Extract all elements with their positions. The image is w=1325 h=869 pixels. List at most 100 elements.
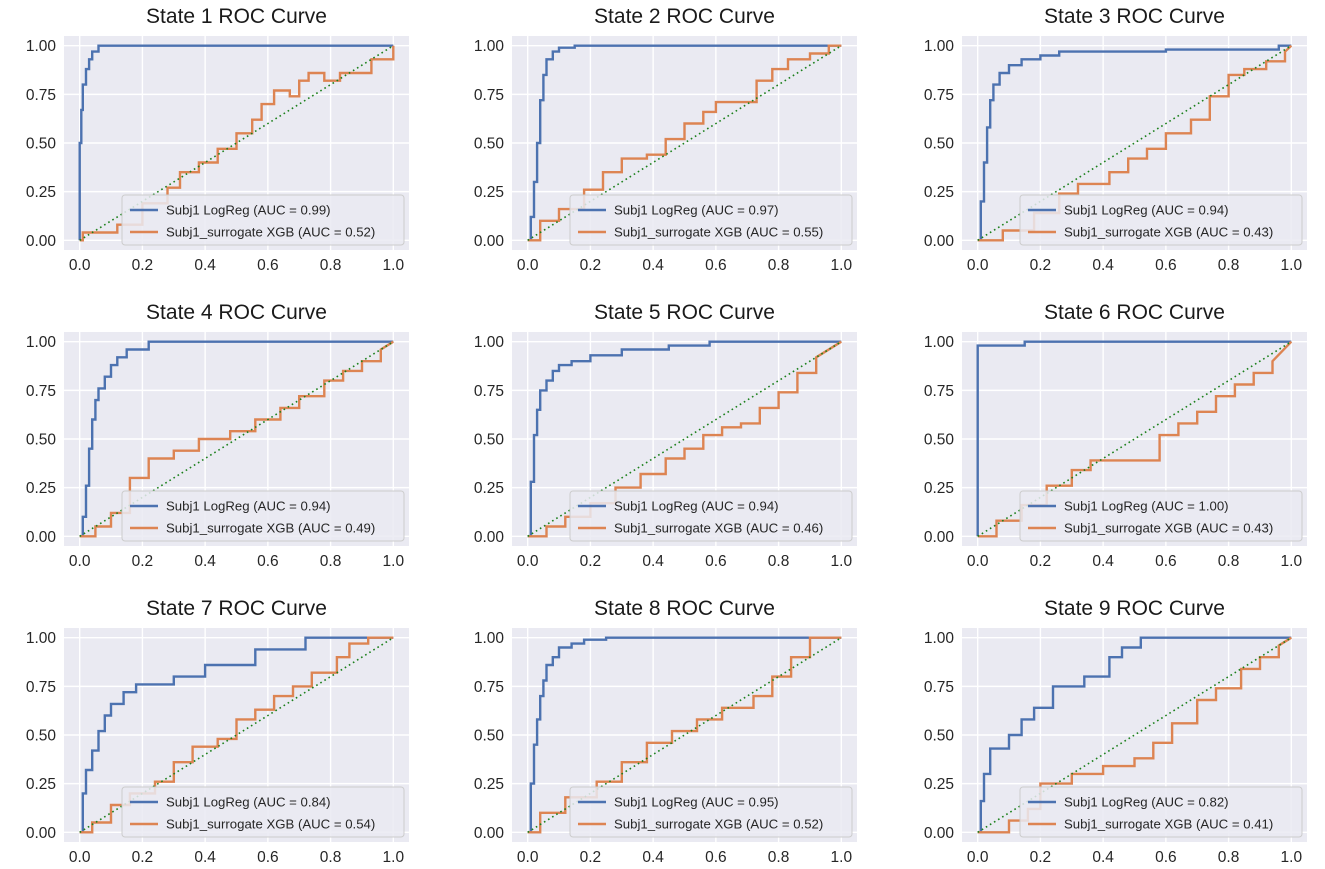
logreg-roc-line bbox=[78, 44, 394, 241]
chance-line bbox=[977, 45, 1292, 241]
legend-box bbox=[121, 194, 405, 246]
y-tick-label: 0.25 bbox=[924, 480, 954, 497]
chart-title: State 2 ROC Curve bbox=[594, 5, 775, 28]
y-tick-label: 1.00 bbox=[474, 630, 505, 647]
y-tick-label: 0.00 bbox=[924, 233, 955, 250]
chart-title: State 5 ROC Curve bbox=[594, 301, 775, 324]
roc-panel-6: 0.0 0.2 0.4 0.6 0.8 1.0 0.00 0.25 0.50 0.75 1.00 St… bbox=[924, 301, 1307, 570]
legend-label-logreg: Subj1 LogReg (AUC = 0.99) bbox=[166, 203, 331, 218]
y-tick-label: 1.00 bbox=[26, 630, 57, 647]
x-tick-label: 0.8 bbox=[1218, 849, 1240, 866]
chart-title: State 6 ROC Curve bbox=[1044, 301, 1225, 324]
x-tick-label: 0.4 bbox=[1092, 257, 1114, 274]
chance-line bbox=[527, 341, 842, 537]
y-tick-label: 1.00 bbox=[924, 38, 955, 55]
y-tick-label: 0.50 bbox=[924, 728, 955, 745]
legend-label-surrogate: Subj1_surrogate XGB (AUC = 0.46) bbox=[614, 521, 823, 536]
x-tick-label: 1.0 bbox=[831, 257, 853, 274]
y-tick-label: 0.75 bbox=[474, 679, 504, 696]
y-tick-label: 0.00 bbox=[924, 825, 955, 842]
legend-label-surrogate: Subj1_surrogate XGB (AUC = 0.54) bbox=[166, 817, 375, 832]
y-tick-label: 0.00 bbox=[26, 825, 57, 842]
chance-line bbox=[79, 45, 394, 241]
legend-label-logreg: Subj1 LogReg (AUC = 0.95) bbox=[614, 795, 779, 810]
y-tick-label: 1.00 bbox=[474, 38, 505, 55]
x-tick-label: 0.4 bbox=[194, 849, 216, 866]
x-tick-label: 0.2 bbox=[132, 553, 154, 570]
x-tick-label: 1.0 bbox=[831, 553, 853, 570]
y-tick-label: 0.00 bbox=[474, 529, 505, 546]
legend-label-logreg: Subj1 LogReg (AUC = 0.84) bbox=[166, 795, 331, 810]
logreg-roc-line bbox=[527, 44, 842, 242]
legend-label-surrogate: Subj1_surrogate XGB (AUC = 0.49) bbox=[166, 521, 375, 536]
legend-label-surrogate: Subj1_surrogate XGB (AUC = 0.55) bbox=[614, 225, 823, 240]
legend-label-logreg: Subj1 LogReg (AUC = 0.97) bbox=[614, 203, 779, 218]
y-tick-label: 0.50 bbox=[26, 432, 57, 449]
x-tick-label: 0.0 bbox=[69, 553, 91, 570]
x-tick-label: 0.4 bbox=[1092, 553, 1114, 570]
y-tick-label: 0.00 bbox=[474, 825, 505, 842]
roc-panel-7: 0.0 0.2 0.4 0.6 0.8 1.0 0.00 0.25 0.50 0.75 1.00 St… bbox=[26, 597, 409, 866]
logreg-roc-line bbox=[977, 44, 1292, 242]
x-tick-label: 1.0 bbox=[1281, 553, 1303, 570]
chance-line bbox=[527, 45, 842, 241]
y-tick-label: 1.00 bbox=[474, 334, 505, 351]
y-tick-label: 1.00 bbox=[26, 38, 57, 55]
chance-line bbox=[79, 341, 394, 537]
x-tick-label: 0.2 bbox=[1030, 849, 1052, 866]
chance-line bbox=[977, 341, 1292, 537]
legend: Subj1 LogReg (AUC = 0.94) Subj1_surrogate… bbox=[121, 490, 405, 542]
x-tick-label: 0.4 bbox=[1092, 849, 1114, 866]
legend: Subj1 LogReg (AUC = 0.99) Subj1_surrogate… bbox=[121, 194, 405, 246]
roc-panel-3: 0.0 0.2 0.4 0.6 0.8 1.0 0.00 0.25 0.50 0.75 1.00 St… bbox=[924, 5, 1307, 274]
logreg-roc-line bbox=[527, 340, 842, 538]
y-tick-label: 0.25 bbox=[924, 184, 954, 201]
x-tick-label: 0.8 bbox=[320, 849, 342, 866]
x-tick-label: 0.8 bbox=[320, 257, 342, 274]
y-tick-label: 0.50 bbox=[924, 136, 955, 153]
chance-line bbox=[527, 637, 842, 833]
y-tick-label: 0.00 bbox=[924, 529, 955, 546]
y-tick-label: 0.00 bbox=[26, 529, 57, 546]
legend: Subj1 LogReg (AUC = 0.95) Subj1_surrogate… bbox=[569, 786, 853, 838]
y-tick-label: 0.50 bbox=[26, 728, 57, 745]
x-tick-label: 0.4 bbox=[642, 849, 664, 866]
y-tick-label: 0.25 bbox=[924, 776, 954, 793]
x-tick-label: 0.6 bbox=[257, 553, 279, 570]
legend-box bbox=[1019, 786, 1303, 838]
logreg-roc-line bbox=[79, 340, 394, 538]
legend-label-surrogate: Subj1_surrogate XGB (AUC = 0.52) bbox=[614, 817, 823, 832]
y-tick-label: 0.75 bbox=[924, 383, 954, 400]
chart-title: State 4 ROC Curve bbox=[146, 301, 327, 324]
x-tick-label: 0.6 bbox=[257, 257, 279, 274]
y-tick-label: 0.50 bbox=[26, 136, 57, 153]
y-tick-label: 0.00 bbox=[474, 233, 505, 250]
x-tick-label: 0.0 bbox=[69, 257, 91, 274]
legend-box bbox=[569, 490, 853, 542]
legend-box bbox=[569, 194, 853, 246]
logreg-roc-line bbox=[527, 636, 842, 834]
x-tick-label: 1.0 bbox=[383, 849, 405, 866]
chart-title: State 3 ROC Curve bbox=[1044, 5, 1225, 28]
x-tick-label: 0.0 bbox=[517, 849, 539, 866]
logreg-roc-line bbox=[976, 340, 1292, 537]
x-tick-label: 0.0 bbox=[517, 553, 539, 570]
x-tick-label: 0.2 bbox=[580, 257, 602, 274]
legend-box bbox=[569, 786, 853, 838]
legend-label-logreg: Subj1 LogReg (AUC = 0.94) bbox=[614, 499, 779, 514]
legend: Subj1 LogReg (AUC = 1.00) Subj1_surrogate… bbox=[1019, 490, 1303, 542]
y-tick-label: 0.50 bbox=[474, 728, 505, 745]
x-tick-label: 0.0 bbox=[967, 257, 989, 274]
y-tick-label: 0.25 bbox=[474, 184, 504, 201]
x-tick-label: 0.8 bbox=[1218, 257, 1240, 274]
x-tick-label: 0.4 bbox=[642, 553, 664, 570]
y-tick-label: 0.25 bbox=[26, 184, 56, 201]
y-tick-label: 0.25 bbox=[26, 776, 56, 793]
legend-label-surrogate: Subj1_surrogate XGB (AUC = 0.52) bbox=[166, 225, 375, 240]
y-tick-label: 0.75 bbox=[474, 383, 504, 400]
roc-panel-2: 0.0 0.2 0.4 0.6 0.8 1.0 0.00 0.25 0.50 0.75 1.00 St… bbox=[474, 5, 857, 274]
legend-label-logreg: Subj1 LogReg (AUC = 0.94) bbox=[166, 499, 331, 514]
legend: Subj1 LogReg (AUC = 0.94) Subj1_surrogate… bbox=[1019, 194, 1303, 246]
y-tick-label: 0.75 bbox=[924, 679, 954, 696]
